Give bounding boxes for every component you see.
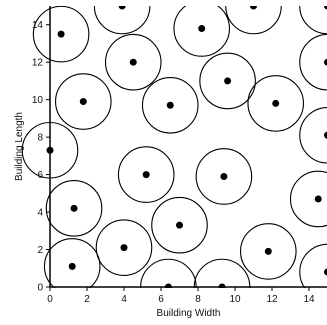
marker (199, 52, 256, 110)
marker-ring (43, 238, 101, 288)
marker (289, 170, 327, 228)
marker-ring (195, 148, 253, 205)
y-tick-label: 6 (37, 170, 43, 181)
y-axis-ticks: 0 2 4 6 8 10 12 14 (32, 20, 50, 294)
y-tick-label: 0 (37, 283, 43, 294)
markers-layer (21, 6, 327, 288)
marker-point (324, 6, 327, 10)
x-tick-label: 6 (158, 294, 164, 305)
y-tick-label: 2 (37, 245, 43, 256)
marker-point (198, 24, 206, 32)
marker (45, 180, 103, 237)
marker-point (166, 101, 174, 109)
y-tick-label: 12 (32, 58, 44, 69)
marker-point (272, 99, 280, 107)
marker-ring (45, 180, 103, 237)
marker-ring (299, 243, 327, 288)
marker (93, 6, 151, 35)
marker-point (142, 171, 150, 179)
y-tick-label: 14 (32, 20, 44, 31)
marker-ring (55, 73, 112, 130)
marker-ring (247, 75, 305, 132)
marker-point (324, 58, 327, 66)
marker (247, 75, 305, 132)
marker-point (57, 30, 65, 38)
marker-point (70, 204, 78, 212)
x-tick-label: 4 (121, 294, 127, 305)
marker (299, 243, 327, 288)
marker-ring (32, 6, 90, 63)
marker-point (118, 6, 126, 10)
marker-ring (173, 6, 230, 57)
marker-point (264, 247, 272, 255)
marker-point (314, 195, 322, 203)
marker-point (176, 221, 183, 229)
marker (32, 6, 90, 63)
marker-ring (299, 6, 327, 35)
marker-point (324, 131, 327, 139)
marker-ring (117, 146, 175, 203)
x-axis-ticks: 0 2 4 6 8 10 12 14 (47, 287, 315, 305)
marker-point (79, 98, 87, 106)
marker (225, 6, 282, 35)
marker-ring (93, 6, 151, 35)
marker (141, 76, 199, 134)
y-tick-label: 4 (37, 208, 43, 219)
x-tick-label: 10 (229, 294, 241, 305)
marker-point (68, 262, 76, 270)
marker-ring (299, 106, 327, 164)
x-tick-label: 8 (195, 294, 201, 305)
x-axis-title: Building Width (157, 308, 221, 319)
marker-ring (225, 6, 282, 35)
marker (299, 106, 327, 164)
marker-point (220, 172, 228, 180)
x-tick-label: 14 (303, 294, 315, 305)
y-axis-title: Building Length (14, 112, 25, 181)
marker (195, 148, 253, 205)
marker-point (120, 244, 128, 252)
marker (173, 6, 230, 57)
marker (239, 223, 297, 280)
marker-ring (141, 76, 199, 134)
y-tick-label: 10 (32, 95, 44, 106)
marker-ring (289, 170, 327, 228)
marker (151, 196, 208, 254)
x-tick-label: 0 (47, 294, 53, 305)
marker (299, 6, 327, 35)
marker-point (224, 77, 232, 85)
marker-ring (151, 196, 208, 254)
x-tick-label: 12 (266, 294, 278, 305)
marker-point (129, 58, 137, 66)
marker-ring (104, 33, 162, 91)
marker-ring (299, 33, 327, 91)
x-tick-label: 2 (84, 294, 90, 305)
y-tick-label: 8 (37, 133, 43, 144)
marker-ring (239, 223, 297, 280)
marker (55, 73, 112, 130)
marker-ring (95, 219, 153, 276)
marker-ring (199, 52, 256, 110)
marker (299, 33, 327, 91)
axes-layer (49, 6, 327, 288)
marker-point (250, 6, 257, 10)
marker (43, 238, 101, 288)
marker (104, 33, 162, 91)
marker (95, 219, 153, 276)
marker-point (324, 268, 327, 276)
marker (117, 146, 175, 203)
